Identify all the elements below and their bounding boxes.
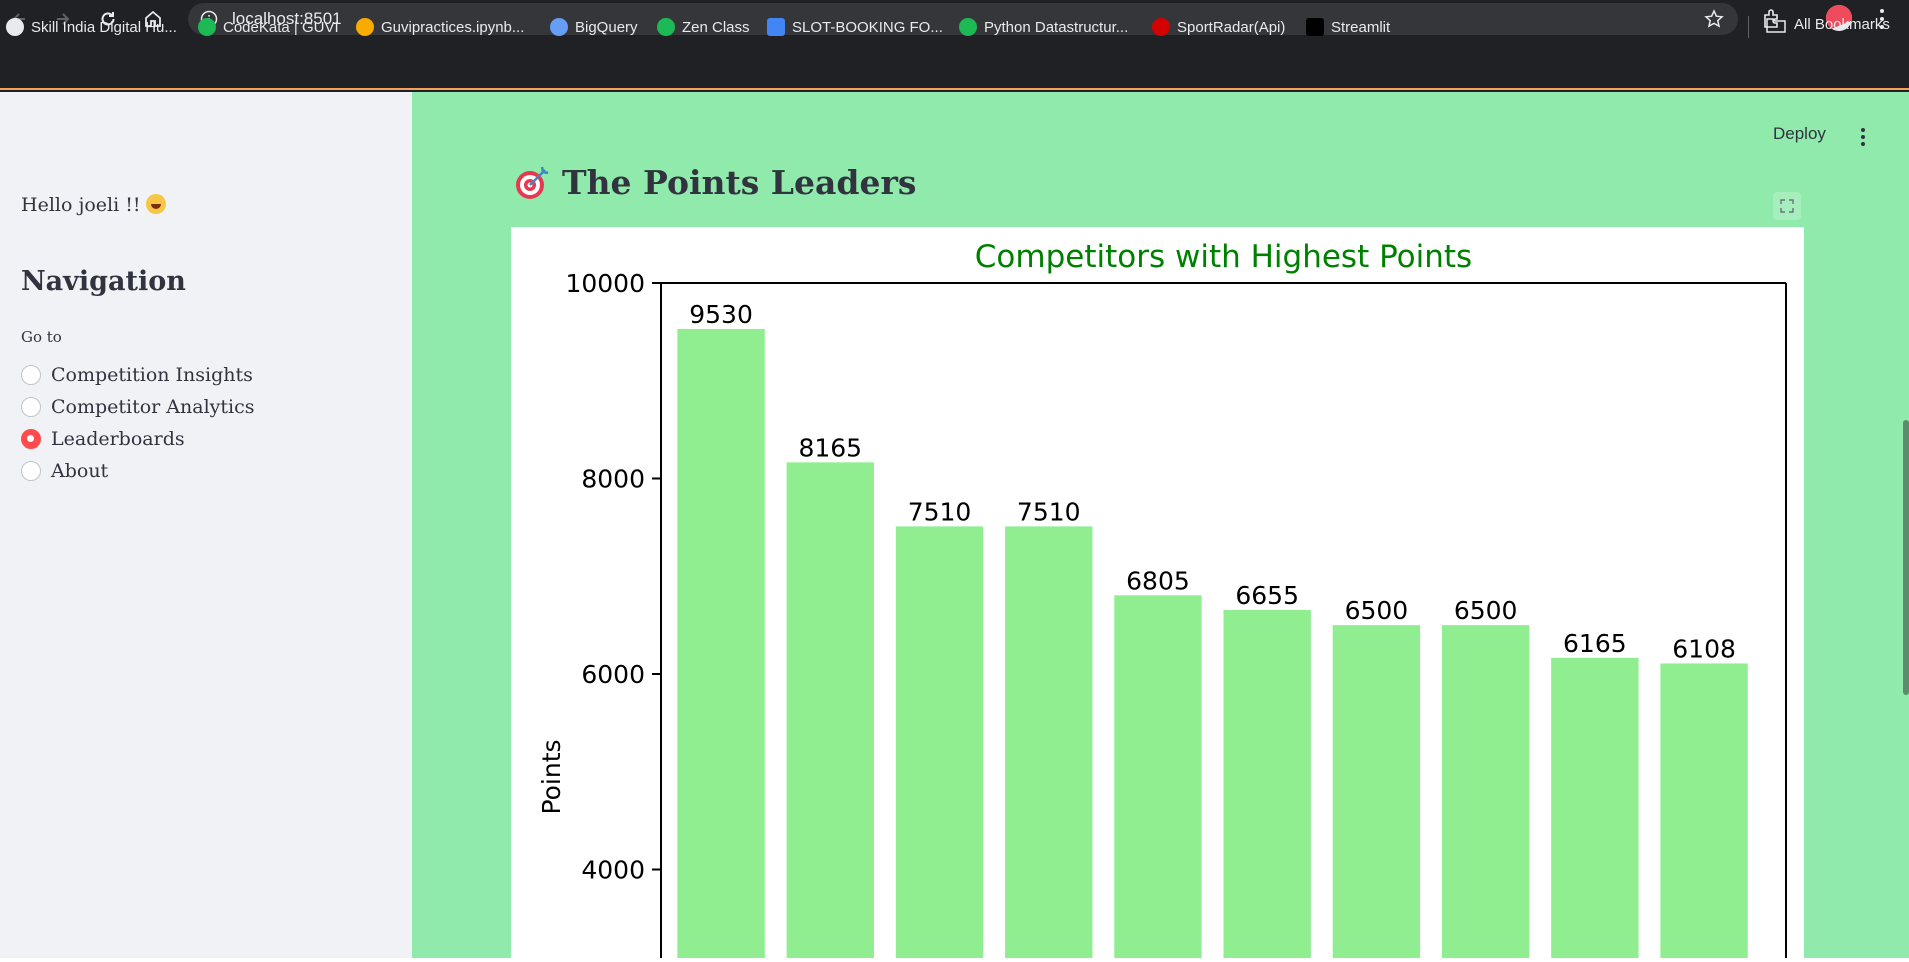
- bar-value-label: 6108: [1672, 634, 1736, 663]
- bar-value-label: 6655: [1235, 581, 1299, 610]
- skill-india-icon: [6, 18, 24, 36]
- bookmark-label: CodeKata | GUVI: [223, 18, 339, 36]
- nav-radio-option[interactable]: Competition Insights: [21, 362, 253, 388]
- bookmark-item[interactable]: Python Datastructur...: [959, 16, 1128, 38]
- deploy-button[interactable]: Deploy: [1773, 124, 1826, 143]
- nav-radio-option[interactable]: About: [21, 458, 108, 484]
- y-axis-label: Points: [537, 739, 566, 814]
- bigquery-icon: [550, 18, 568, 36]
- browser-toolbar: localhost:8501: [0, 0, 1909, 38]
- y-tick-label: 4000: [581, 856, 645, 885]
- all-bookmarks-label: All Bookmarks: [1794, 16, 1890, 33]
- bar-value-label: 6805: [1126, 566, 1190, 595]
- chart-bar: [1660, 663, 1748, 960]
- all-bookmarks-button[interactable]: All Bookmarks: [1766, 16, 1890, 33]
- sidebar: [0, 92, 412, 962]
- bar-value-label: 7510: [1017, 497, 1081, 526]
- forward-button[interactable]: [49, 5, 77, 33]
- nav-radio-label: Competitor Analytics: [51, 396, 255, 418]
- radio-unselected-icon[interactable]: [21, 461, 41, 481]
- bookmark-item[interactable]: Guvipractices.ipynb...: [356, 16, 524, 38]
- navigation-heading: Navigation: [21, 266, 186, 297]
- bookmark-label: Guvipractices.ipynb...: [381, 18, 525, 36]
- bar-value-label: 8165: [798, 433, 862, 462]
- bar-value-label: 6500: [1454, 596, 1518, 625]
- url-text[interactable]: localhost:8501: [232, 9, 342, 28]
- bar-value-label: 6165: [1563, 629, 1627, 658]
- bookmark-label: SLOT-BOOKING FO...: [792, 18, 943, 36]
- nav-radio-option[interactable]: Competitor Analytics: [21, 394, 255, 420]
- reload-icon: [101, 12, 115, 26]
- grinning-face-emoji-icon: [146, 194, 167, 214]
- chart-bar: [1441, 625, 1530, 960]
- profile-avatar[interactable]: [1826, 5, 1852, 31]
- direct-hit-target-icon: [516, 166, 549, 199]
- bar-value-label: 6500: [1345, 596, 1409, 625]
- y-tick-label: 6000: [581, 660, 645, 689]
- nav-radio-label: Leaderboards: [51, 428, 185, 450]
- chart-bar: [1332, 625, 1421, 960]
- bookmark-label: SportRadar(Api): [1177, 18, 1286, 36]
- chart-bar: [1223, 609, 1311, 960]
- guvi-icon: [198, 18, 216, 36]
- home-icon: [145, 10, 161, 27]
- greeting-text: Hello joeli !!: [21, 194, 167, 216]
- window-bottom-edge: [0, 958, 1909, 962]
- page-title-text: The Points Leaders: [562, 163, 917, 202]
- bookmark-label: Streamlit: [1331, 18, 1391, 36]
- reload-button[interactable]: [94, 5, 122, 33]
- bookmarks-divider: [1748, 16, 1749, 38]
- bar-value-label: 7510: [908, 497, 972, 526]
- sportradar-icon: [1152, 18, 1170, 36]
- bookmark-item[interactable]: Streamlit: [1306, 16, 1390, 38]
- fullscreen-icon: [1780, 199, 1794, 213]
- bookmark-item[interactable]: CodeKata | GUVI: [198, 16, 339, 38]
- medium-icon: [1306, 18, 1324, 36]
- bookmark-label: BigQuery: [575, 18, 638, 36]
- nav-radio-option[interactable]: Leaderboards: [21, 426, 185, 452]
- extensions-icon[interactable]: [1760, 7, 1784, 31]
- goto-label: Go to: [21, 328, 62, 346]
- bookmark-item[interactable]: SportRadar(Api): [1152, 16, 1285, 38]
- chart-title: Competitors with Highest Points: [975, 239, 1472, 275]
- bar-value-label: 9530: [689, 300, 753, 329]
- home-button[interactable]: [139, 5, 167, 33]
- bookmark-star-icon[interactable]: [1704, 9, 1724, 29]
- bookmark-item[interactable]: Zen Class: [657, 16, 750, 38]
- radio-unselected-icon[interactable]: [21, 397, 41, 417]
- main-scrollbar[interactable]: [1903, 420, 1909, 695]
- guvi-icon: [657, 18, 675, 36]
- y-tick-label: 10000: [565, 269, 645, 298]
- google-docs-icon: [767, 18, 785, 36]
- bookmark-label: Zen Class: [682, 18, 750, 36]
- bookmark-label: Python Datastructur...: [984, 18, 1129, 36]
- chart-bar: [1114, 595, 1202, 960]
- chart-bar: [1005, 526, 1093, 960]
- chart-bar: [786, 462, 874, 960]
- arrow-right-icon: [57, 13, 70, 25]
- bookmark-item[interactable]: BigQuery: [550, 16, 638, 38]
- nav-radio-label: Competition Insights: [51, 364, 253, 386]
- nav-radio-label: About: [51, 460, 109, 482]
- app-menu-button[interactable]: [1853, 126, 1873, 148]
- bar-chart: Competitors with Highest Points 9530 8165 7…: [537, 239, 1787, 960]
- python-datastructures-icon: [959, 18, 977, 36]
- fullscreen-button[interactable]: [1773, 192, 1801, 220]
- colab-icon: [356, 18, 374, 36]
- bookmarks-bar: [0, 38, 1909, 90]
- chart-container: Competitors with Highest Points 9530 8165 7…: [511, 227, 1804, 960]
- bookmark-label: Skill India Digital Hu...: [31, 18, 177, 36]
- y-tick-label: 8000: [581, 465, 645, 494]
- greeting-label: Hello joeli !!: [21, 194, 141, 216]
- browser-menu-button[interactable]: [1870, 6, 1894, 32]
- folder-icon: [1766, 17, 1786, 33]
- chart-bar: [677, 328, 765, 960]
- bookmark-item[interactable]: Skill India Digital Hu...: [6, 16, 177, 38]
- chart-bar: [895, 526, 984, 960]
- bookmark-item[interactable]: SLOT-BOOKING FO...: [767, 16, 943, 38]
- page-title: The Points Leaders: [514, 163, 916, 202]
- radio-unselected-icon[interactable]: [21, 365, 41, 385]
- radio-selected-icon[interactable]: [21, 429, 41, 449]
- chart-bar: [1551, 657, 1639, 960]
